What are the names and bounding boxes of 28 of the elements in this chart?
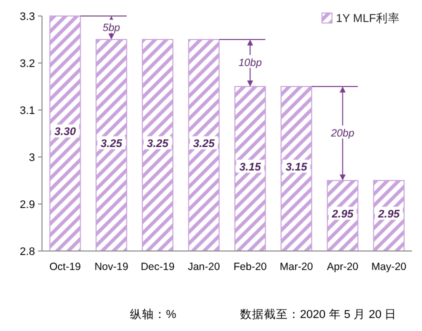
data-label: 3.25 (193, 138, 216, 150)
data-label: 3.15 (239, 161, 262, 174)
annotation: 5bp (102, 22, 120, 34)
y-tick-label: 3 (28, 152, 35, 164)
x-tick-label: May-20 (371, 261, 407, 273)
y-tick-label: 2.9 (20, 199, 35, 211)
legend-label: 1Y MLF利率 (336, 11, 400, 25)
x-tick-label: Oct-19 (49, 261, 82, 273)
x-tick-label: Jan-20 (188, 261, 220, 273)
x-tick-label: Dec-19 (140, 261, 175, 273)
x-tick-label: Nov-19 (94, 261, 128, 273)
y-tick-label: 3.1 (20, 105, 35, 117)
text: 数据截至：2020 年 5 月 20 日 (240, 308, 397, 321)
data-label: 3.15 (286, 161, 308, 174)
annotation: 10bp (238, 57, 262, 69)
y-tick-label: 2.8 (20, 246, 35, 258)
data-label: 3.30 (54, 126, 77, 138)
data-label: 2.95 (377, 208, 400, 220)
data-label: 2.95 (330, 208, 354, 220)
x-tick-label: Apr-20 (326, 261, 359, 273)
text: 纵轴：% (130, 308, 176, 321)
data-label: 3.25 (100, 138, 123, 150)
y-tick-label: 3.2 (20, 58, 35, 70)
data-label: 3.25 (146, 138, 170, 150)
x-tick-label: Mar-20 (280, 261, 314, 273)
y-tick-label: 3.3 (20, 11, 35, 23)
x-tick-label: Feb-20 (233, 261, 267, 273)
annotation: 20bp (330, 128, 354, 140)
